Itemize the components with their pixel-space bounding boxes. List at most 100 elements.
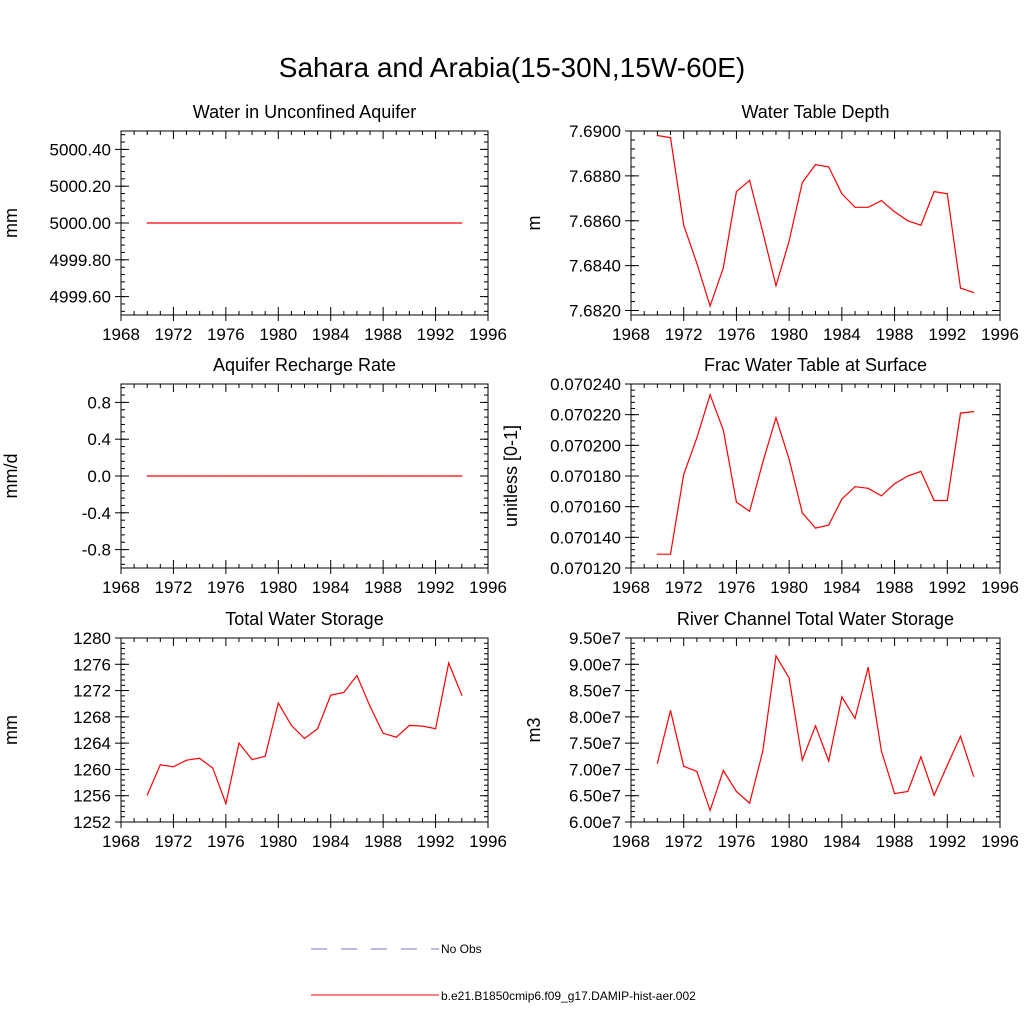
data-point <box>330 475 332 477</box>
series-line <box>146 660 463 806</box>
data-point <box>225 803 227 805</box>
x-tick-label: 1992 <box>928 578 966 597</box>
data-point <box>448 475 450 477</box>
x-tick-label: 1980 <box>259 832 297 851</box>
data-point <box>185 475 188 477</box>
y-tick-label: 1260 <box>73 760 111 779</box>
panel-title: Frac Water Table at Surface <box>704 355 927 375</box>
data-point <box>722 267 724 269</box>
data-point <box>369 222 371 224</box>
data-point <box>172 766 175 768</box>
data-point <box>893 483 896 485</box>
x-tick-label: 1968 <box>612 578 650 597</box>
data-point <box>172 222 175 224</box>
data-point <box>448 662 450 664</box>
panel-title: Aquifer Recharge Rate <box>213 355 396 375</box>
x-tick-label: 1988 <box>876 832 914 851</box>
data-point <box>146 222 148 224</box>
y-tick-label: 4999.80 <box>50 251 111 270</box>
data-point <box>408 724 410 727</box>
data-point <box>382 475 384 477</box>
data-point <box>959 287 962 289</box>
data-point <box>854 486 856 488</box>
x-tick-label: 1968 <box>612 832 650 851</box>
data-point <box>696 437 698 439</box>
y-tick-label: 1252 <box>73 813 111 832</box>
y-tick-label: 1256 <box>73 787 111 806</box>
data-point <box>841 696 843 698</box>
data-point <box>735 190 738 193</box>
data-point <box>669 709 672 712</box>
data-point <box>841 193 843 195</box>
x-tick-label: 1984 <box>823 832 861 851</box>
data-point <box>264 475 266 477</box>
x-tick-label: 1992 <box>417 578 455 597</box>
data-point <box>735 790 738 793</box>
data-point <box>290 724 292 727</box>
data-point <box>814 725 817 727</box>
data-point <box>434 475 437 477</box>
x-tick-label: 1976 <box>207 832 245 851</box>
y-axis-label: mm/d <box>1 454 21 499</box>
data-point <box>749 179 751 181</box>
data-point <box>933 794 935 796</box>
x-tick-label: 1996 <box>981 832 1019 851</box>
y-axis-label: m <box>524 216 544 231</box>
y-tick-label: 0.070160 <box>550 498 621 517</box>
data-point <box>369 705 371 707</box>
x-tick-label: 1972 <box>155 578 193 597</box>
data-point <box>251 758 253 761</box>
data-point <box>669 553 672 555</box>
legend-model-label: b.e21.B1850cmip6.f09_g17.DAMIP-hist-aer.… <box>441 989 696 1003</box>
data-point <box>238 222 240 224</box>
data-point <box>290 222 292 224</box>
data-point <box>854 717 856 720</box>
data-point <box>382 732 384 734</box>
data-point <box>762 461 764 463</box>
data-point <box>867 206 869 208</box>
y-tick-label: 7.6820 <box>569 302 621 321</box>
data-point <box>920 224 922 226</box>
data-point <box>946 764 948 766</box>
data-point <box>448 222 450 224</box>
data-point <box>317 475 319 477</box>
data-point <box>973 775 975 777</box>
data-point <box>722 429 724 431</box>
panel-title: Water Table Depth <box>741 102 889 122</box>
data-point <box>159 475 161 477</box>
data-point <box>395 475 397 477</box>
series-line <box>656 654 975 813</box>
data-point <box>880 199 882 202</box>
data-point <box>893 211 896 213</box>
x-tick-label: 1976 <box>718 325 756 344</box>
plot-frame <box>630 637 1001 823</box>
data-point <box>907 220 909 222</box>
data-point <box>762 231 764 233</box>
x-tick-label: 1996 <box>469 578 507 597</box>
x-tick-label: 1988 <box>876 578 914 597</box>
data-point <box>907 475 909 477</box>
y-tick-label: 0.070140 <box>550 528 621 547</box>
y-tick-label: 7.6840 <box>569 257 621 276</box>
chart-panel-4: Frac Water Table at Surface unitless [0-1… <box>501 355 1019 597</box>
y-tick-label: 0.070120 <box>550 559 621 578</box>
y-tick-label: 0.070180 <box>550 467 621 486</box>
data-point <box>434 728 437 730</box>
data-point <box>814 527 817 529</box>
panel-title: Water in Unconfined Aquifer <box>193 102 416 122</box>
x-tick-label: 1984 <box>823 325 861 344</box>
data-point <box>788 677 790 679</box>
x-tick-label: 1968 <box>102 578 140 597</box>
data-point <box>722 769 724 772</box>
data-point <box>264 222 266 224</box>
series-line <box>657 134 974 308</box>
y-tick-label: 1280 <box>73 629 111 648</box>
data-point <box>880 750 882 752</box>
x-tick-label: 1976 <box>207 578 245 597</box>
data-point <box>749 802 751 804</box>
y-tick-label: -0.8 <box>82 541 111 560</box>
y-tick-label: 7.50e7 <box>569 734 621 753</box>
data-point <box>356 475 358 477</box>
x-tick-label: 1988 <box>364 325 402 344</box>
